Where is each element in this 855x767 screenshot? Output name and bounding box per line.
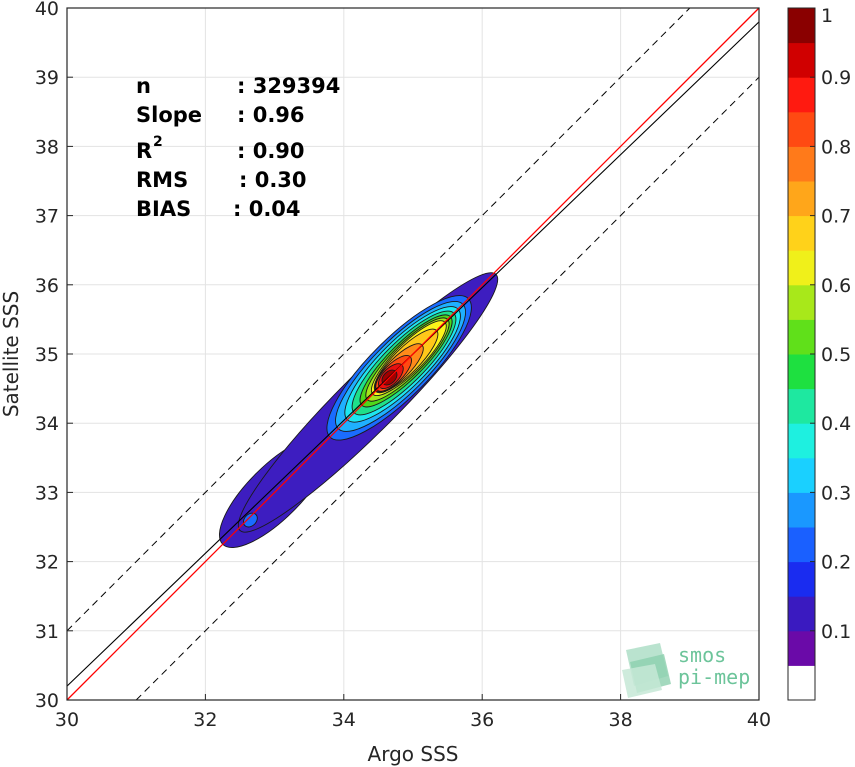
- colorbar-cell: [788, 388, 815, 424]
- colorbar-cell: [788, 665, 815, 701]
- colorbar-cell: [788, 111, 815, 147]
- y-tick-label: 30: [35, 690, 59, 712]
- colorbar-tick-label: 0.3: [821, 482, 851, 504]
- y-tick-label: 37: [35, 206, 59, 228]
- x-tick-label: 38: [609, 709, 633, 731]
- x-axis-label: Argo SSS: [368, 742, 459, 766]
- stat-r2-sup: 2: [153, 134, 163, 150]
- colorbar-tick-label: 0.1: [821, 621, 851, 643]
- logo-waves-icon: [622, 643, 671, 698]
- x-tick-label: 40: [747, 709, 771, 731]
- colorbar-cell: [788, 630, 815, 666]
- logo-line1: smos: [678, 643, 726, 667]
- y-tick-label: 38: [35, 136, 59, 158]
- axis-ticks: 30 32 34 36 38 40 30 31 32 33 34 35 36 37 38 39 40: [35, 0, 771, 731]
- colorbar-cell: [788, 42, 815, 78]
- stat-n-label: n: [136, 74, 151, 98]
- stat-n-value: : 329394: [237, 74, 340, 98]
- colorbar-cell: [788, 457, 815, 493]
- colorbar-cell: [788, 596, 815, 632]
- logo-line2: pi-mep: [678, 665, 750, 689]
- y-tick-label: 34: [35, 413, 59, 435]
- colorbar-cell: [788, 250, 815, 286]
- stat-rms-label: RMS: [136, 168, 188, 192]
- plot-area: 30 32 34 36 38 40 30 31 32 33 34 35 36 37 38 39 40: [35, 0, 771, 731]
- stats-box: n : 329394 Slope : 0.96 R 2 : 0.90 RMS :…: [136, 74, 340, 221]
- colorbar-cell: [788, 561, 815, 597]
- y-tick-label: 32: [35, 552, 59, 574]
- colorbar-cell: [788, 8, 815, 44]
- colorbar: 0.1 0.2 0.3 0.4 0.5 0.6 0.7 0.8 0.9 1: [787, 5, 851, 701]
- colorbar-tick-label: 1: [821, 5, 833, 27]
- y-axis-label: Satellite SSS: [0, 291, 23, 417]
- stat-rms-value: : 0.30: [239, 168, 307, 192]
- stat-r2-value: : 0.90: [237, 139, 305, 163]
- colorbar-tick-label: 0.9: [821, 67, 851, 89]
- colorbar-cell: [788, 319, 815, 355]
- reference-lines: [66, 7, 760, 701]
- colorbar-cells: [788, 8, 815, 701]
- stat-slope-label: Slope: [136, 103, 202, 127]
- colorbar-cell: [788, 77, 815, 113]
- smos-pimep-logo: smos pi-mep: [622, 643, 750, 698]
- y-tick-label: 40: [35, 0, 59, 20]
- y-tick-label: 35: [35, 344, 59, 366]
- x-tick-label: 32: [193, 709, 217, 731]
- y-tick-label: 36: [35, 275, 59, 297]
- colorbar-ticks: 0.1 0.2 0.3 0.4 0.5 0.6 0.7 0.8 0.9 1: [810, 5, 851, 643]
- x-tick-label: 30: [55, 709, 79, 731]
- identity-line: [66, 7, 760, 701]
- colorbar-tick-label: 0.8: [821, 136, 851, 158]
- colorbar-cell: [788, 284, 815, 320]
- stat-slope-value: : 0.96: [237, 103, 305, 127]
- colorbar-tick-label: 0.6: [821, 275, 851, 297]
- colorbar-cell: [788, 181, 815, 217]
- stat-bias-label: BIAS: [136, 197, 191, 221]
- colorbar-cell: [788, 423, 815, 459]
- lower-bound-line: [135, 76, 760, 701]
- colorbar-cell: [788, 354, 815, 390]
- colorbar-cell: [788, 146, 815, 182]
- y-tick-label: 31: [35, 621, 59, 643]
- colorbar-cell: [788, 215, 815, 251]
- upper-bound-line: [66, 7, 691, 632]
- density-secondary-blob: [243, 512, 258, 528]
- stat-bias-value: : 0.04: [233, 197, 301, 221]
- colorbar-tick-label: 0.5: [821, 344, 851, 366]
- colorbar-tick-label: 0.4: [821, 413, 851, 435]
- colorbar-cell: [788, 492, 815, 528]
- colorbar-tick-label: 0.2: [821, 552, 851, 574]
- y-tick-label: 33: [35, 482, 59, 504]
- x-tick-label: 36: [470, 709, 494, 731]
- stat-r2-label: R: [136, 139, 152, 163]
- x-tick-label: 34: [332, 709, 356, 731]
- colorbar-tick-label: 0.7: [821, 206, 851, 228]
- colorbar-cell: [788, 527, 815, 563]
- y-tick-label: 39: [35, 67, 59, 89]
- grid: [66, 7, 760, 701]
